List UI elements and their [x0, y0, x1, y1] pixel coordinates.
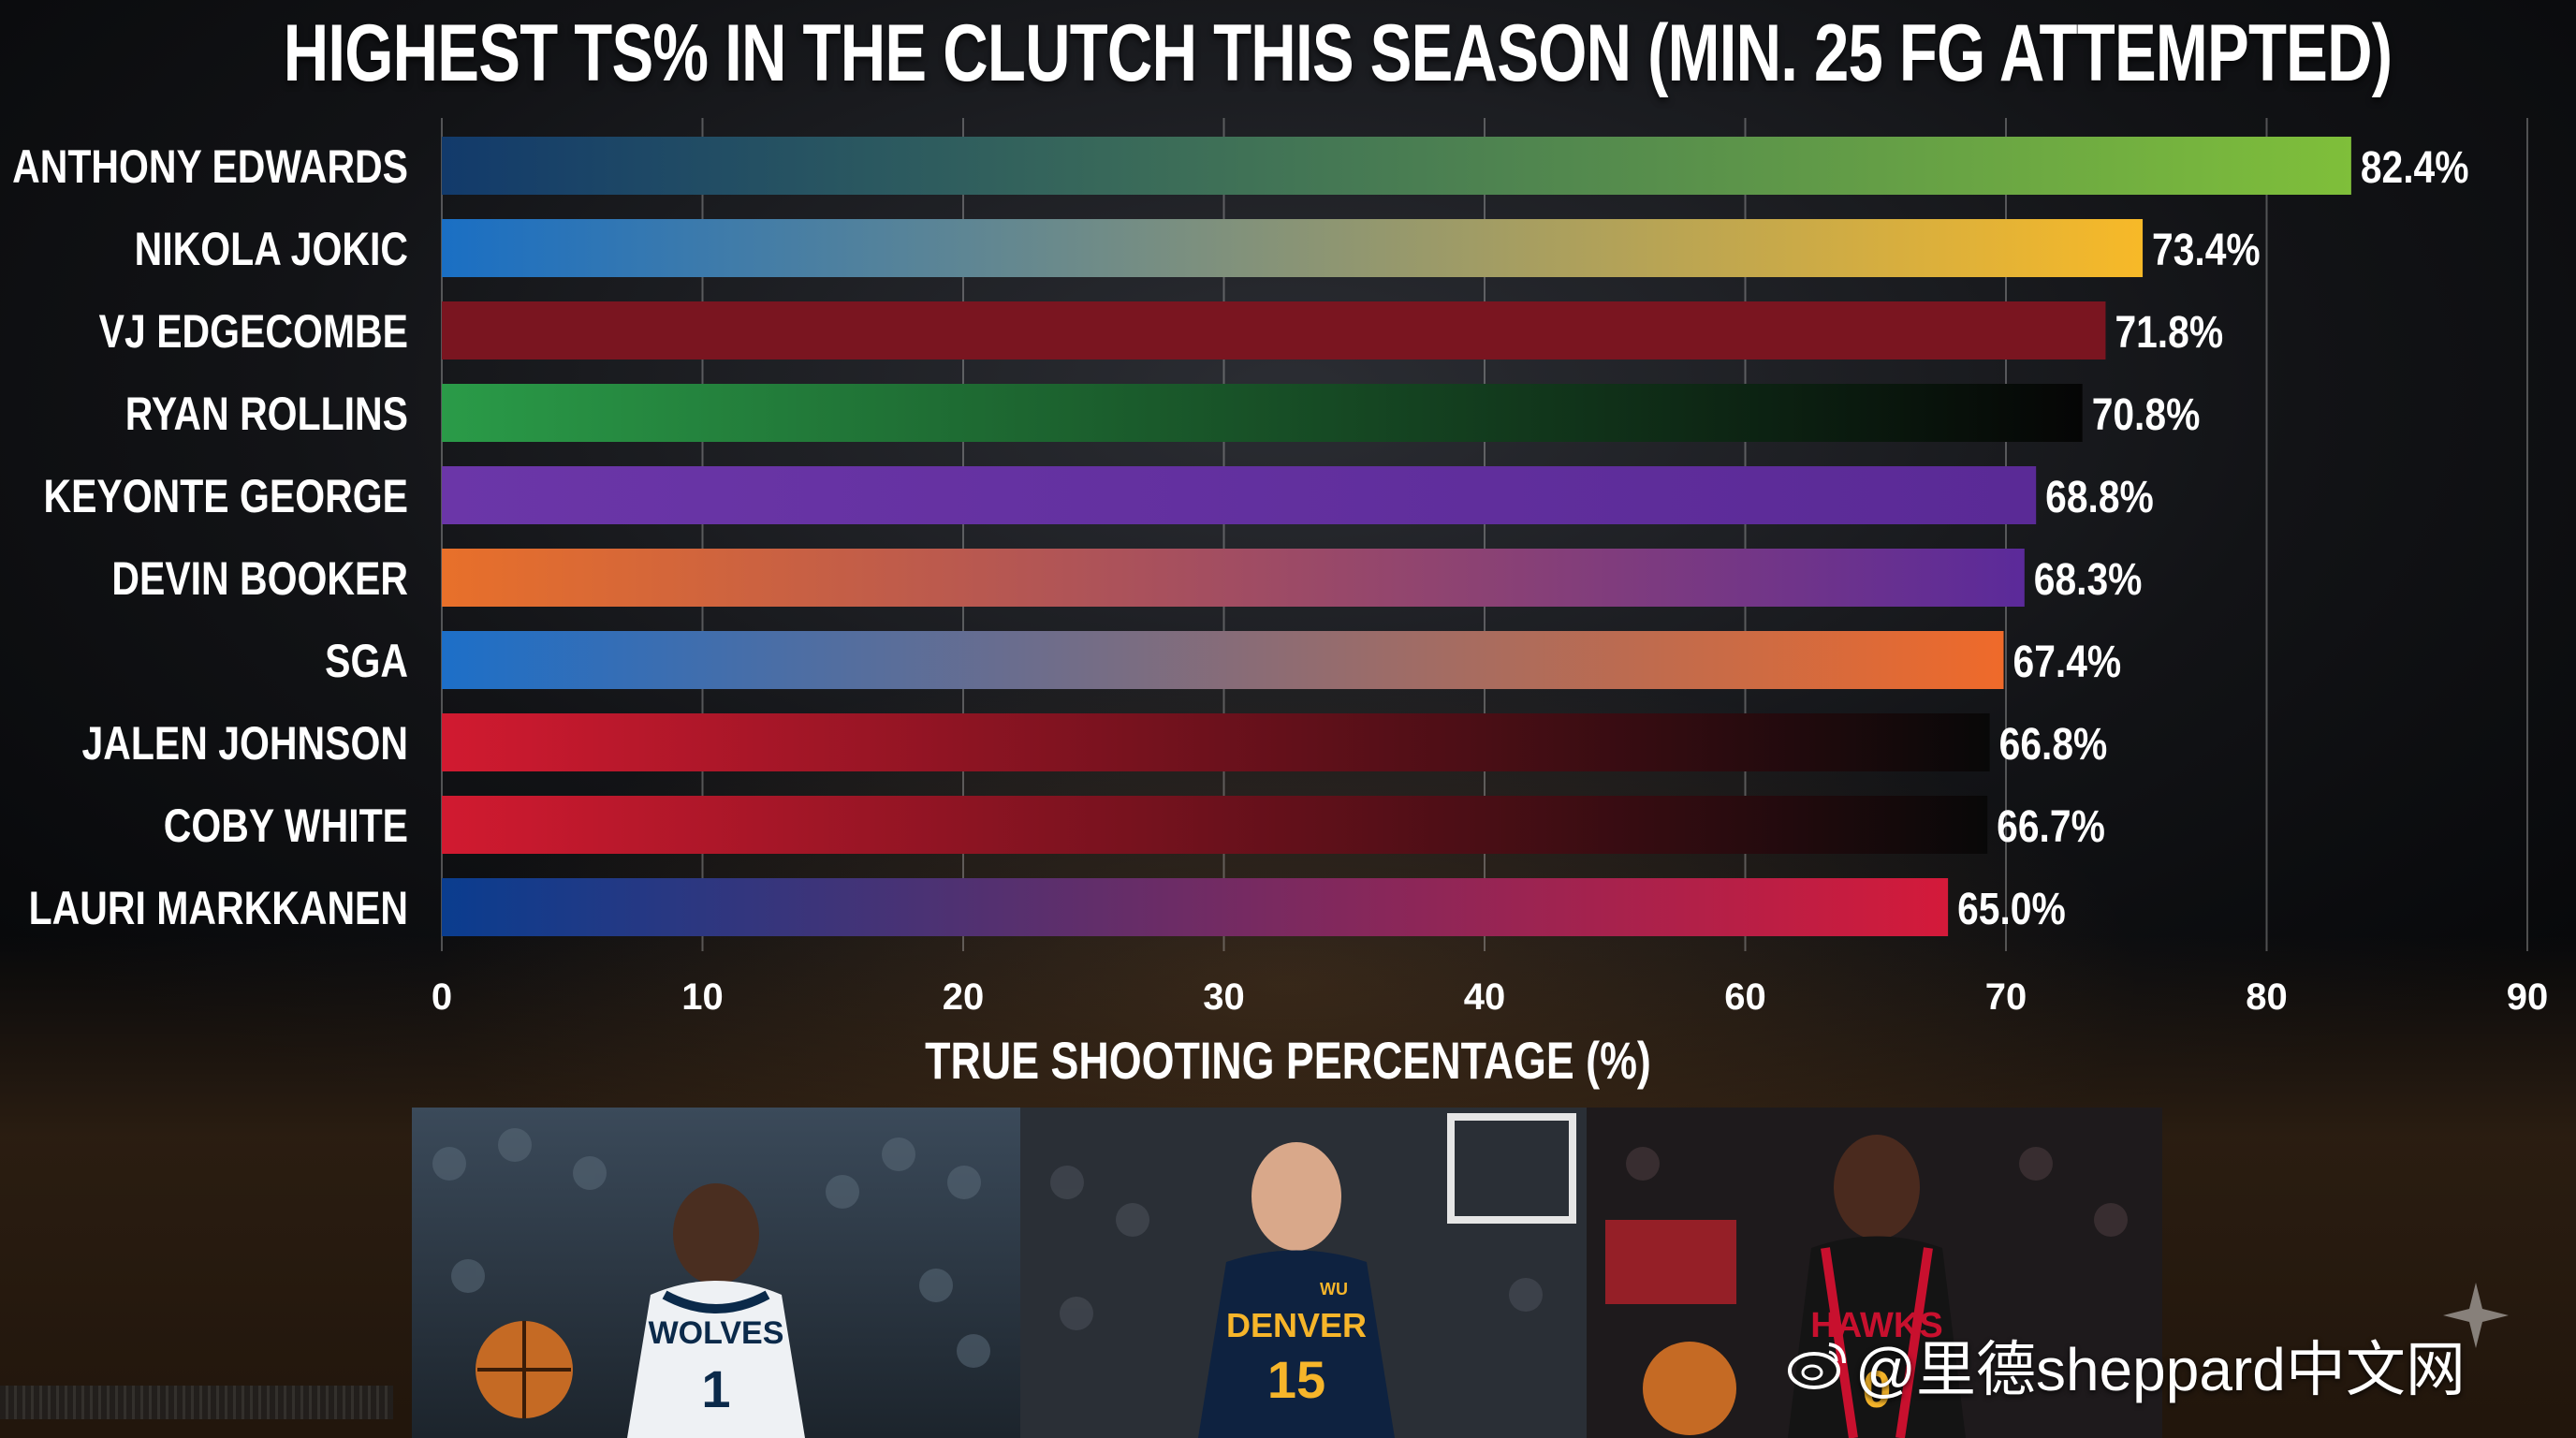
scoreboard-strip — [0, 1386, 393, 1419]
value-label: 66.8% — [1999, 720, 2108, 770]
category-label: RYAN ROLLINS — [125, 388, 408, 440]
x-tick-label: 30 — [1203, 976, 1245, 1018]
x-tick-label: 10 — [681, 976, 724, 1018]
denver-jersey-brand: WU — [1320, 1280, 1348, 1299]
x-tick-label: 0 — [432, 976, 452, 1018]
value-label: 68.8% — [2045, 473, 2154, 522]
value-label: 68.3% — [2034, 555, 2143, 605]
bar-ryan-rollins — [442, 384, 2083, 442]
value-labels: 82.4% 73.4% 71.8% 70.8% 68.8% 68.3% 67.4% 66.8%… — [1957, 143, 2468, 934]
x-tick-label: 20 — [943, 976, 985, 1018]
category-label: JALEN JOHNSON — [81, 717, 408, 770]
bar-vj-edgecombe — [442, 301, 2106, 360]
category-label: COBY WHITE — [164, 800, 408, 852]
x-axis-label: TRUE SHOOTING PERCENTAGE (%) — [925, 1031, 1651, 1090]
x-tick-label: 80 — [2246, 976, 2288, 1018]
player-photo-denver: DENVER 15 WU — [1020, 1108, 1587, 1438]
weibo-logo-icon — [1788, 1343, 1846, 1389]
watermark: @里德sheppard中文网 — [1788, 1328, 2466, 1403]
category-label: VJ EDGECOMBE — [99, 305, 408, 358]
hawks-jersey-number: 0 — [1862, 1359, 1891, 1418]
bar-lauri-markkanen — [442, 878, 1949, 936]
player-photo-wolves: WOLVES 1 — [412, 1108, 1020, 1438]
x-tick-labels: 0 10 20 30 40 60 70 80 90 — [432, 976, 2548, 1018]
category-label: KEYONTE GEORGE — [43, 470, 408, 522]
value-label: 65.0% — [1957, 885, 2066, 934]
value-label: 73.4% — [2152, 226, 2261, 275]
value-label: 71.8% — [2115, 308, 2223, 358]
x-tick-label: 60 — [1724, 976, 1766, 1018]
category-label: ANTHONY EDWARDS — [12, 140, 408, 193]
basketball-icon-2 — [1643, 1342, 1736, 1435]
sparkle-icon — [2443, 1283, 2509, 1348]
bar-chart: ANTHONY EDWARDS NIKOLA JOKIC VJ EDGECOMBE R… — [12, 118, 2548, 1018]
denver-jersey-number: 15 — [1267, 1350, 1325, 1409]
value-label: 66.7% — [1997, 802, 2105, 852]
bar-jalen-johnson — [442, 713, 1990, 771]
category-label: SGA — [325, 635, 408, 687]
bar-sga — [442, 631, 2004, 689]
category-label: NIKOLA JOKIC — [135, 223, 408, 275]
category-label: DEVIN BOOKER — [111, 552, 408, 605]
bars — [442, 137, 2351, 936]
wolves-jersey-text: WOLVES — [649, 1315, 784, 1351]
denver-jersey-text: DENVER — [1226, 1306, 1367, 1344]
x-tick-label: 90 — [2507, 976, 2549, 1018]
value-label: 70.8% — [2092, 390, 2201, 440]
bar-keyonte-george — [442, 466, 2037, 524]
watermark-text: @里德sheppard中文网 — [1855, 1336, 2466, 1403]
backboard-icon — [1447, 1113, 1576, 1224]
bar-anthony-edwards — [442, 137, 2351, 195]
chart-title: HIGHEST TS% IN THE CLUTCH THIS SEASON (M… — [283, 8, 2393, 98]
value-label: 67.4% — [2013, 638, 2122, 687]
bar-coby-white — [442, 796, 1988, 854]
hawks-jersey-text: HAWKS — [1810, 1306, 1942, 1345]
value-label: 82.4% — [2361, 143, 2469, 193]
category-label: LAURI MARKKANEN — [29, 882, 408, 934]
x-tick-label: 40 — [1464, 976, 1506, 1018]
player-photos: WOLVES 1 DENVER 15 WU — [412, 1108, 2162, 1438]
player-photo-hawks: HAWKS 0 — [1587, 1108, 2162, 1438]
bar-nikola-jokic — [442, 219, 2144, 277]
wolves-jersey-number: 1 — [701, 1359, 730, 1418]
x-tick-label: 70 — [1985, 976, 2027, 1018]
category-labels: ANTHONY EDWARDS NIKOLA JOKIC VJ EDGECOMBE R… — [12, 140, 408, 934]
bar-devin-booker — [442, 549, 2025, 607]
